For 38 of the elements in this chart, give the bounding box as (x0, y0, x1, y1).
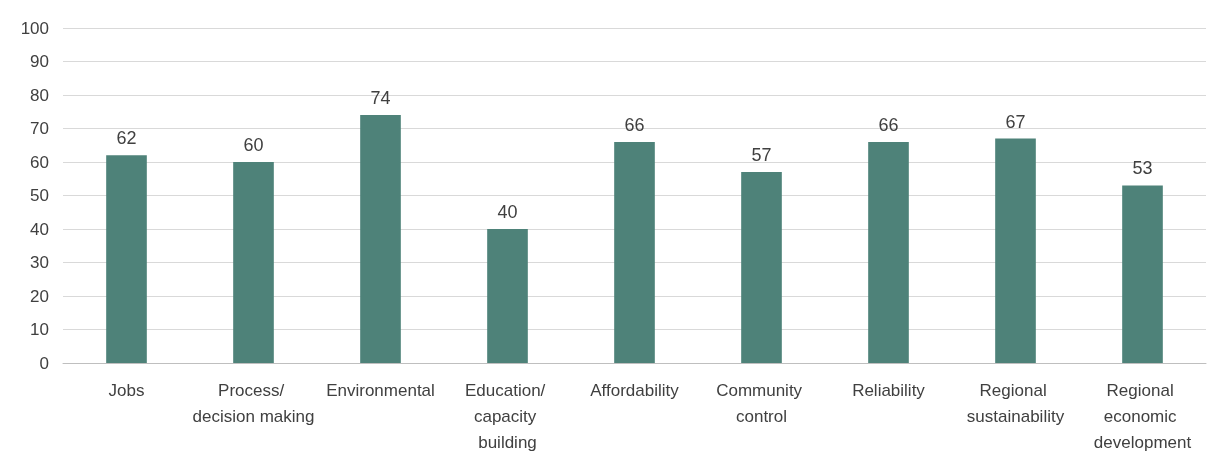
bar (741, 172, 782, 363)
x-tick-label: Education/ capacity building (464, 380, 551, 452)
data-label: 57 (751, 145, 772, 166)
y-tick-label: 10 (30, 320, 49, 339)
bar (868, 141, 909, 363)
y-tick-label: 50 (30, 186, 49, 205)
y-tick-label: 0 (39, 353, 49, 373)
bar (995, 138, 1036, 363)
y-tick-label: 70 (30, 119, 49, 138)
bar (233, 162, 274, 363)
bar (1122, 185, 1163, 363)
y-tick-label: 30 (30, 253, 49, 272)
x-tick-label: Regional economic development (1093, 380, 1192, 452)
bar (360, 115, 401, 363)
data-label: 62 (116, 128, 137, 149)
x-tick-label: Jobs (108, 380, 145, 400)
data-label: 66 (878, 114, 899, 135)
data-label: 53 (1132, 158, 1153, 179)
x-tick-label: Regional sustainability (966, 380, 1065, 426)
data-label: 67 (1005, 111, 1026, 132)
y-tick-label: 100 (20, 18, 49, 38)
y-tick-label: 60 (30, 152, 49, 172)
y-tick-label: 40 (30, 219, 49, 239)
bar (106, 155, 147, 363)
y-tick-label: 90 (30, 52, 49, 71)
bar (614, 141, 655, 363)
x-tick-label: Community control (716, 380, 807, 426)
data-label: 60 (243, 135, 264, 155)
bar (487, 229, 528, 363)
data-label: 40 (497, 202, 518, 222)
y-tick-label: 20 (30, 286, 49, 306)
x-tick-label: Process/ decision making (192, 380, 315, 426)
x-tick-label: Affordability (590, 380, 680, 400)
x-tick-label: Reliability (852, 380, 926, 400)
data-label: 74 (370, 88, 391, 109)
x-tick-label: Environmental (326, 380, 435, 400)
data-label: 66 (624, 114, 645, 135)
y-tick-label: 80 (30, 85, 49, 105)
